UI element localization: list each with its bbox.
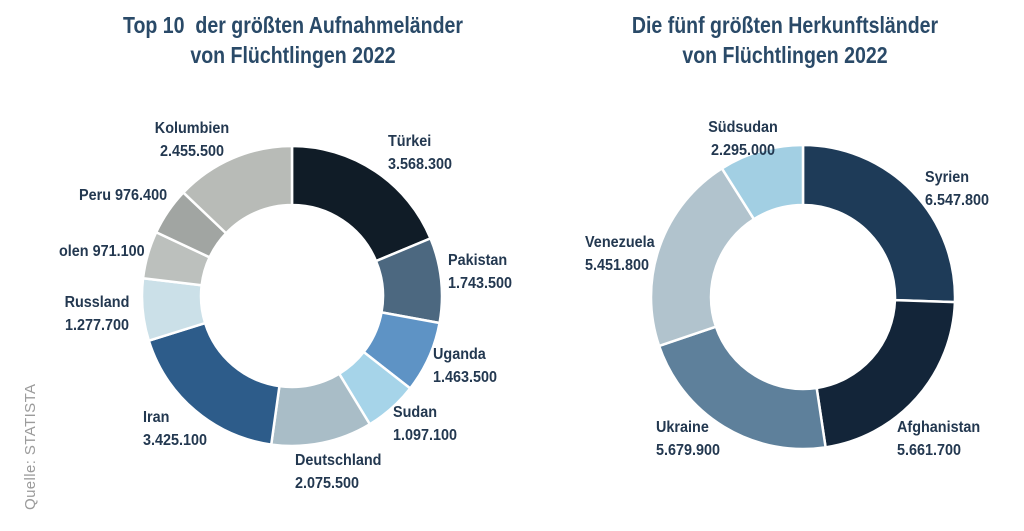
left-chart-title: Top 10 der größten Aufnahmeländer von Fl… bbox=[123, 12, 463, 68]
label-deutschland: Deutschland 2.075.500 bbox=[295, 449, 381, 495]
country-value: 6.547.800 bbox=[925, 192, 990, 209]
donut-segment-s-dsudan bbox=[720, 143, 805, 221]
country-name: Pakistan bbox=[448, 252, 508, 269]
country-name: Sudan bbox=[393, 404, 438, 421]
country-value: 2.075.500 bbox=[295, 475, 360, 492]
donut-segment-kolumbien bbox=[182, 144, 294, 235]
country-name: Syrien bbox=[925, 169, 970, 186]
country-name: Iran bbox=[143, 409, 170, 426]
country-name: olen bbox=[59, 243, 89, 260]
country-value: 2.455.500 bbox=[159, 143, 225, 160]
country-value: 976.400 bbox=[115, 187, 168, 204]
donut-segment-afghanistan bbox=[815, 298, 957, 449]
country-name: Afghanistan bbox=[897, 419, 981, 436]
country-name: Venezuela bbox=[585, 234, 655, 251]
country-value: 1.097.100 bbox=[393, 427, 458, 444]
country-name: Peru bbox=[79, 187, 112, 204]
country-name: Uganda bbox=[433, 346, 486, 363]
country-value: 3.568.300 bbox=[388, 156, 453, 173]
country-value: 5.451.800 bbox=[585, 257, 650, 274]
country-name: Türkei bbox=[388, 133, 432, 150]
donut-chart-aufnahmelaender bbox=[140, 144, 444, 448]
label-uganda: Uganda 1.463.500 bbox=[433, 343, 497, 389]
label-kolumbien: Kolumbien 2.455.500 bbox=[138, 117, 246, 163]
label-ukraine: Ukraine 5.679.900 bbox=[656, 416, 720, 462]
label-pakistan: Pakistan 1.743.500 bbox=[448, 249, 512, 295]
country-value: 1.277.700 bbox=[64, 317, 130, 334]
label-venezuela: Venezuela 5.451.800 bbox=[585, 231, 655, 277]
country-name: Südsudan bbox=[708, 119, 778, 136]
country-name: Kolumbien bbox=[154, 120, 230, 137]
label-russland: Russland 1.277.700 bbox=[43, 291, 151, 337]
label-sudan: Sudan 1.097.100 bbox=[393, 401, 457, 447]
source-credit: Quelle: STATISTA bbox=[22, 383, 39, 510]
country-name: Ukraine bbox=[656, 419, 709, 436]
label-peru: Peru 976.400 bbox=[79, 184, 167, 207]
country-value: 2.295.000 bbox=[710, 142, 776, 159]
donut-chart-herkunftslaender bbox=[649, 143, 957, 451]
country-value: 1.743.500 bbox=[448, 275, 513, 292]
country-name: Deutschland bbox=[295, 452, 382, 469]
country-value: 3.425.100 bbox=[143, 432, 208, 449]
label-iran: Iran 3.425.100 bbox=[143, 406, 207, 452]
right-chart-title: Die fünf größten Herkunftsländer von Flü… bbox=[631, 12, 939, 68]
country-value: 971.100 bbox=[92, 243, 145, 260]
label-suedsudan: Südsudan 2.295.000 bbox=[689, 116, 797, 162]
label-tuerkei: Türkei 3.568.300 bbox=[388, 130, 452, 176]
label-afghanistan: Afghanistan 5.661.700 bbox=[897, 416, 980, 462]
country-value: 5.661.700 bbox=[897, 442, 962, 459]
country-value: 5.679.900 bbox=[656, 442, 721, 459]
label-polen: olen 971.100 bbox=[59, 240, 145, 263]
donut-segment-syrien bbox=[801, 143, 957, 304]
country-value: 1.463.500 bbox=[433, 369, 498, 386]
label-syrien: Syrien 6.547.800 bbox=[925, 166, 989, 212]
country-name: Russland bbox=[64, 294, 130, 311]
